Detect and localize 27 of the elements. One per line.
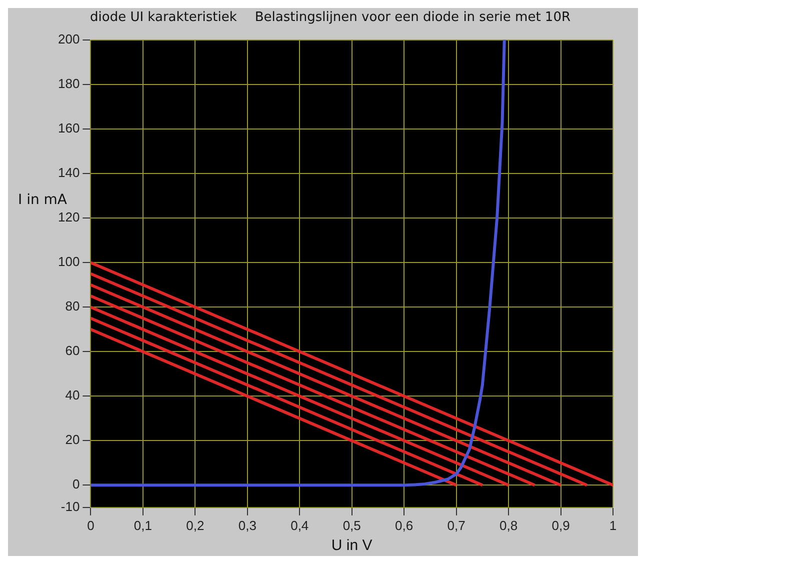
chart-subtitle: Belastingslijnen voor een diode in serie met 10R	[254, 10, 570, 25]
y-tick-label: 20	[65, 432, 80, 448]
x-tick-label: 0,5	[342, 518, 361, 533]
x-tick-label: 0,6	[395, 518, 414, 533]
y-tick-label: 80	[65, 298, 80, 314]
chart-title: diode UI karakteristiek	[90, 10, 237, 25]
x-tick-label: 0,3	[238, 518, 256, 533]
y-tick-label: 140	[58, 165, 80, 180]
y-tick-label: 160	[58, 120, 80, 136]
x-tick-label: 0,1	[134, 518, 152, 533]
y-tick-label: 40	[65, 388, 80, 403]
y-tick-label: 100	[58, 254, 80, 270]
x-tick-label: 0,4	[290, 518, 309, 533]
x-tick-label: 0	[87, 518, 94, 533]
y-tick-label: 180	[58, 76, 80, 92]
y-tick-label: -10	[60, 498, 80, 514]
x-tick-label: 0,7	[447, 518, 466, 533]
y-axis-title: I in mA	[18, 192, 68, 208]
y-tick-label: 60	[65, 343, 80, 358]
y-tick-label: 0	[72, 476, 80, 492]
x-tick-label: 1	[609, 518, 617, 533]
x-tick-label: 0,8	[500, 518, 518, 533]
y-tick-label: 200	[58, 32, 80, 47]
x-tick-label: 0,9	[552, 518, 570, 533]
x-axis-title: U in V	[331, 537, 372, 554]
y-tick-label: 120	[58, 210, 80, 225]
x-tick-label: 0,2	[186, 518, 204, 533]
